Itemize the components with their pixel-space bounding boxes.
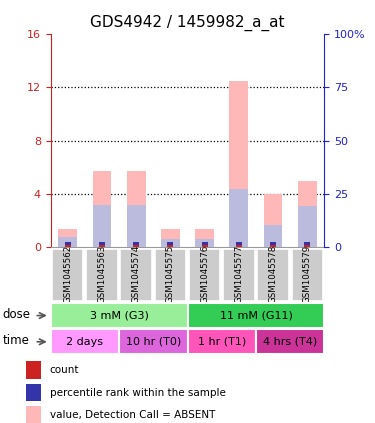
Text: time: time [3,334,29,347]
Bar [230,80,248,247]
Bar [167,242,174,244]
Bar [26,361,41,379]
FancyBboxPatch shape [223,249,255,301]
Bar [195,229,214,247]
FancyBboxPatch shape [51,303,188,328]
FancyBboxPatch shape [52,249,84,301]
Text: GSM1045574: GSM1045574 [132,245,141,303]
Bar [93,205,111,247]
Bar [201,242,208,244]
Text: 2 days: 2 days [66,337,104,347]
Text: GSM1045563: GSM1045563 [98,245,106,303]
Title: GDS4942 / 1459982_a_at: GDS4942 / 1459982_a_at [90,15,285,31]
FancyBboxPatch shape [291,249,323,301]
Bar [230,189,248,247]
Bar [304,242,310,244]
Text: 11 mM (G11): 11 mM (G11) [219,310,292,321]
FancyBboxPatch shape [256,330,324,354]
Bar [298,181,316,247]
Bar [264,194,282,247]
FancyBboxPatch shape [188,330,256,354]
Bar [99,244,105,247]
Bar [236,244,242,247]
Bar [236,242,242,244]
Text: value, Detection Call = ABSENT: value, Detection Call = ABSENT [50,410,215,420]
Bar [195,239,214,247]
Bar [64,244,71,247]
Text: percentile rank within the sample: percentile rank within the sample [50,387,226,398]
Text: dose: dose [3,308,30,321]
Bar [58,229,77,247]
Bar [201,244,208,247]
Bar [161,239,180,247]
Text: 1 hr (T1): 1 hr (T1) [198,337,246,347]
Text: GSM1045562: GSM1045562 [63,245,72,303]
Bar [270,244,276,247]
FancyBboxPatch shape [86,249,118,301]
Bar [264,225,282,247]
Text: GSM1045575: GSM1045575 [166,245,175,303]
Bar [161,229,180,247]
Bar [127,205,146,247]
Text: GSM1045579: GSM1045579 [303,245,312,303]
Text: GSM1045578: GSM1045578 [268,245,278,303]
Text: count: count [50,365,79,375]
Bar [93,171,111,247]
Bar [133,242,139,244]
FancyBboxPatch shape [257,249,289,301]
Text: 10 hr (T0): 10 hr (T0) [126,337,181,347]
Bar [167,244,174,247]
Bar [26,384,41,401]
Text: GSM1045576: GSM1045576 [200,245,209,303]
Bar [58,237,77,247]
FancyBboxPatch shape [51,330,119,354]
Bar [298,206,316,247]
FancyBboxPatch shape [120,249,152,301]
FancyBboxPatch shape [119,330,188,354]
Text: GSM1045577: GSM1045577 [234,245,243,303]
Bar [270,242,276,244]
Bar [64,242,71,244]
FancyBboxPatch shape [188,303,324,328]
Bar [99,242,105,244]
Text: 4 hrs (T4): 4 hrs (T4) [263,337,317,347]
Bar [127,171,146,247]
Bar [26,406,41,423]
Bar [304,244,310,247]
FancyBboxPatch shape [154,249,186,301]
Text: 3 mM (G3): 3 mM (G3) [90,310,148,321]
Bar [133,244,139,247]
FancyBboxPatch shape [189,249,220,301]
